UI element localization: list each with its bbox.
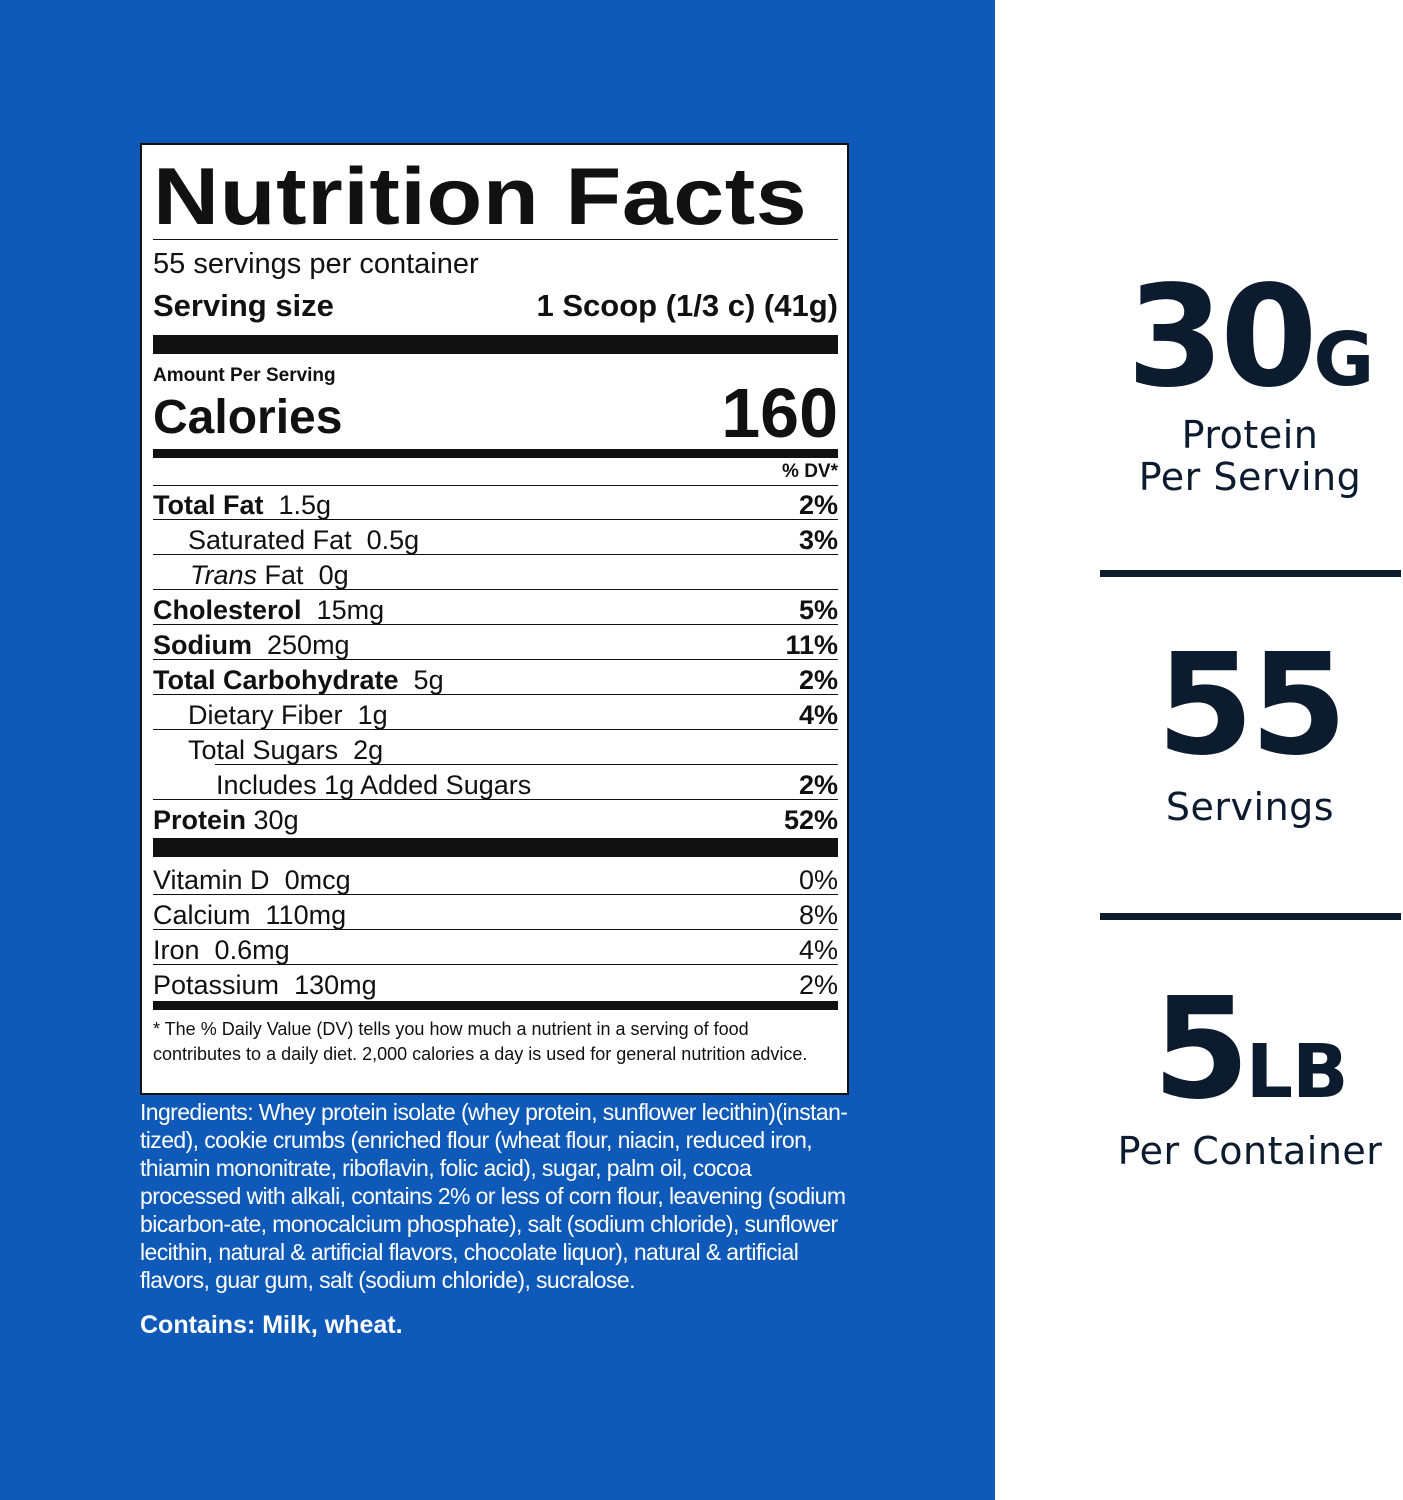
vitamin-row-iron: Iron 0.6mg 4% — [153, 931, 838, 965]
nutrient-name: Sodium — [153, 630, 252, 660]
nutrient-name: Dietary Fiber — [188, 700, 343, 730]
nutrient-row-total-carbohydrate: Total Carbohydrate 5g 2% — [153, 661, 838, 695]
nutrient-dv: 5% — [798, 595, 838, 625]
nutrient-row-cholesterol: Cholesterol 15mg 5% — [153, 591, 838, 625]
vitamin-dv: 8% — [798, 900, 838, 930]
vitamin-row-calcium: Calcium 110mg 8% — [153, 896, 838, 930]
nutrient-name: Includes 1g Added Sugars — [216, 770, 532, 800]
footnote-rule — [153, 1001, 838, 1010]
vitamin-amount: 110mg — [265, 900, 347, 930]
nutrient-name: Total Carbohydrate — [153, 665, 399, 695]
nutrient-dv: 2% — [798, 490, 838, 520]
dv-rule — [153, 485, 838, 486]
stat-unit: LB — [1245, 1029, 1349, 1115]
nutrient-amount: 15mg — [316, 595, 385, 625]
nutrient-name: Protein — [153, 805, 247, 835]
nutrient-dv: 11% — [785, 630, 838, 660]
serving-size-label: Serving size — [153, 288, 334, 323]
nutrient-amount: 1g — [357, 700, 388, 730]
vitamin-dv: 2% — [798, 970, 838, 1000]
stat-number: 5 — [1152, 968, 1250, 1131]
stat-caption: Servings — [1165, 785, 1335, 829]
nutrient-name: Total Sugars — [188, 735, 339, 765]
title-rule — [153, 239, 838, 240]
nutrient-amount: 0g — [318, 560, 349, 590]
thick-rule-vitamins — [153, 838, 838, 857]
serving-size-value: 1 Scoop (1/3 c) (41g) — [536, 288, 838, 323]
stat-number: 55 — [1156, 624, 1348, 787]
stat-divider — [1100, 913, 1401, 920]
nutrient-name: Cholesterol — [153, 595, 302, 625]
nutrient-row-protein: Protein 30g 52% — [153, 801, 838, 835]
vitamin-amount: 0.6mg — [214, 935, 290, 965]
amount-per-serving: Amount Per Serving — [153, 365, 336, 386]
thick-rule-top — [153, 335, 838, 354]
vitamin-name: Calcium — [153, 900, 251, 930]
stat-divider — [1100, 570, 1401, 577]
stat-caption: Per Container — [1117, 1129, 1383, 1173]
nutrient-dv: 4% — [798, 700, 838, 730]
nutrient-row-total-fat: Total Fat 1.5g 2% — [153, 486, 838, 520]
nutrient-amount: 250mg — [267, 630, 350, 660]
stat-protein: 30G Protein Per Serving — [1100, 268, 1400, 499]
nutrient-amount: 2g — [353, 735, 384, 765]
nutrition-facts-label: Nutrition Facts 55 servings per containe… — [140, 143, 849, 1095]
vitamin-dv: 4% — [798, 935, 838, 965]
vitamin-row-potassium: Potassium 130mg 2% — [153, 966, 838, 1000]
nutrient-row-trans-fat: Trans Fat 0g — [153, 556, 838, 590]
nutrient-name: Fat — [264, 560, 304, 590]
nutrient-row-total-sugars: Total Sugars 2g — [153, 731, 838, 765]
nutrient-amount: 30g — [253, 805, 299, 835]
vitamin-amount: 0mcg — [284, 865, 351, 895]
nutrient-amount: 1.5g — [278, 490, 332, 520]
stat-caption: Protein — [1181, 413, 1319, 457]
dv-header: % DV* — [782, 461, 838, 482]
vitamin-dv: 0% — [798, 865, 838, 895]
nutrient-dv: 52% — [783, 805, 838, 835]
vitamin-name: Iron — [153, 935, 200, 965]
dv-footnote: * The % Daily Value (DV) tells you how m… — [153, 1019, 808, 1064]
nutrient-row-added-sugars: Includes 1g Added Sugars 2% — [153, 766, 838, 800]
stat-caption-2: Per Serving — [1138, 455, 1362, 499]
vitamin-row-vitamin-d: Vitamin D 0mcg 0% — [153, 861, 838, 895]
stat-number: 30 — [1126, 256, 1318, 419]
nutrient-row-saturated-fat: Saturated Fat 0.5g 3% — [153, 521, 838, 555]
calories-rule — [153, 449, 838, 458]
stat-unit: G — [1313, 317, 1375, 403]
servings-per-container: 55 servings per container — [153, 248, 479, 280]
allergen-statement: Contains: Milk, wheat. — [140, 1311, 403, 1339]
vitamin-amount: 130mg — [294, 970, 377, 1000]
calories-value: 160 — [721, 374, 838, 452]
vitamin-name: Vitamin D — [153, 865, 270, 895]
calories-label: Calories — [153, 391, 343, 444]
nutrient-dv: 2% — [798, 770, 838, 800]
nutrient-amount: 5g — [413, 665, 444, 695]
ingredients-text: Ingredients: Whey protein isolate (whey … — [140, 1099, 848, 1293]
nutrient-dv: 3% — [798, 525, 838, 555]
stat-container-weight: 5LB Per Container — [1100, 980, 1400, 1173]
vitamin-name: Potassium — [153, 970, 280, 1000]
nutrient-row-dietary-fiber: Dietary Fiber 1g 4% — [153, 696, 838, 730]
stat-servings: 55 Servings — [1100, 636, 1400, 829]
nutrient-name: Saturated Fat — [188, 525, 352, 555]
nutrient-row-sodium: Sodium 250mg 11% — [153, 626, 838, 660]
nutrient-name: Total Fat — [153, 490, 264, 520]
label-title: Nutrition Facts — [153, 152, 808, 242]
nutrient-amount: 0.5g — [366, 525, 420, 555]
nutrient-dv: 2% — [798, 665, 838, 695]
nutrient-name-italic: Trans — [190, 560, 258, 590]
